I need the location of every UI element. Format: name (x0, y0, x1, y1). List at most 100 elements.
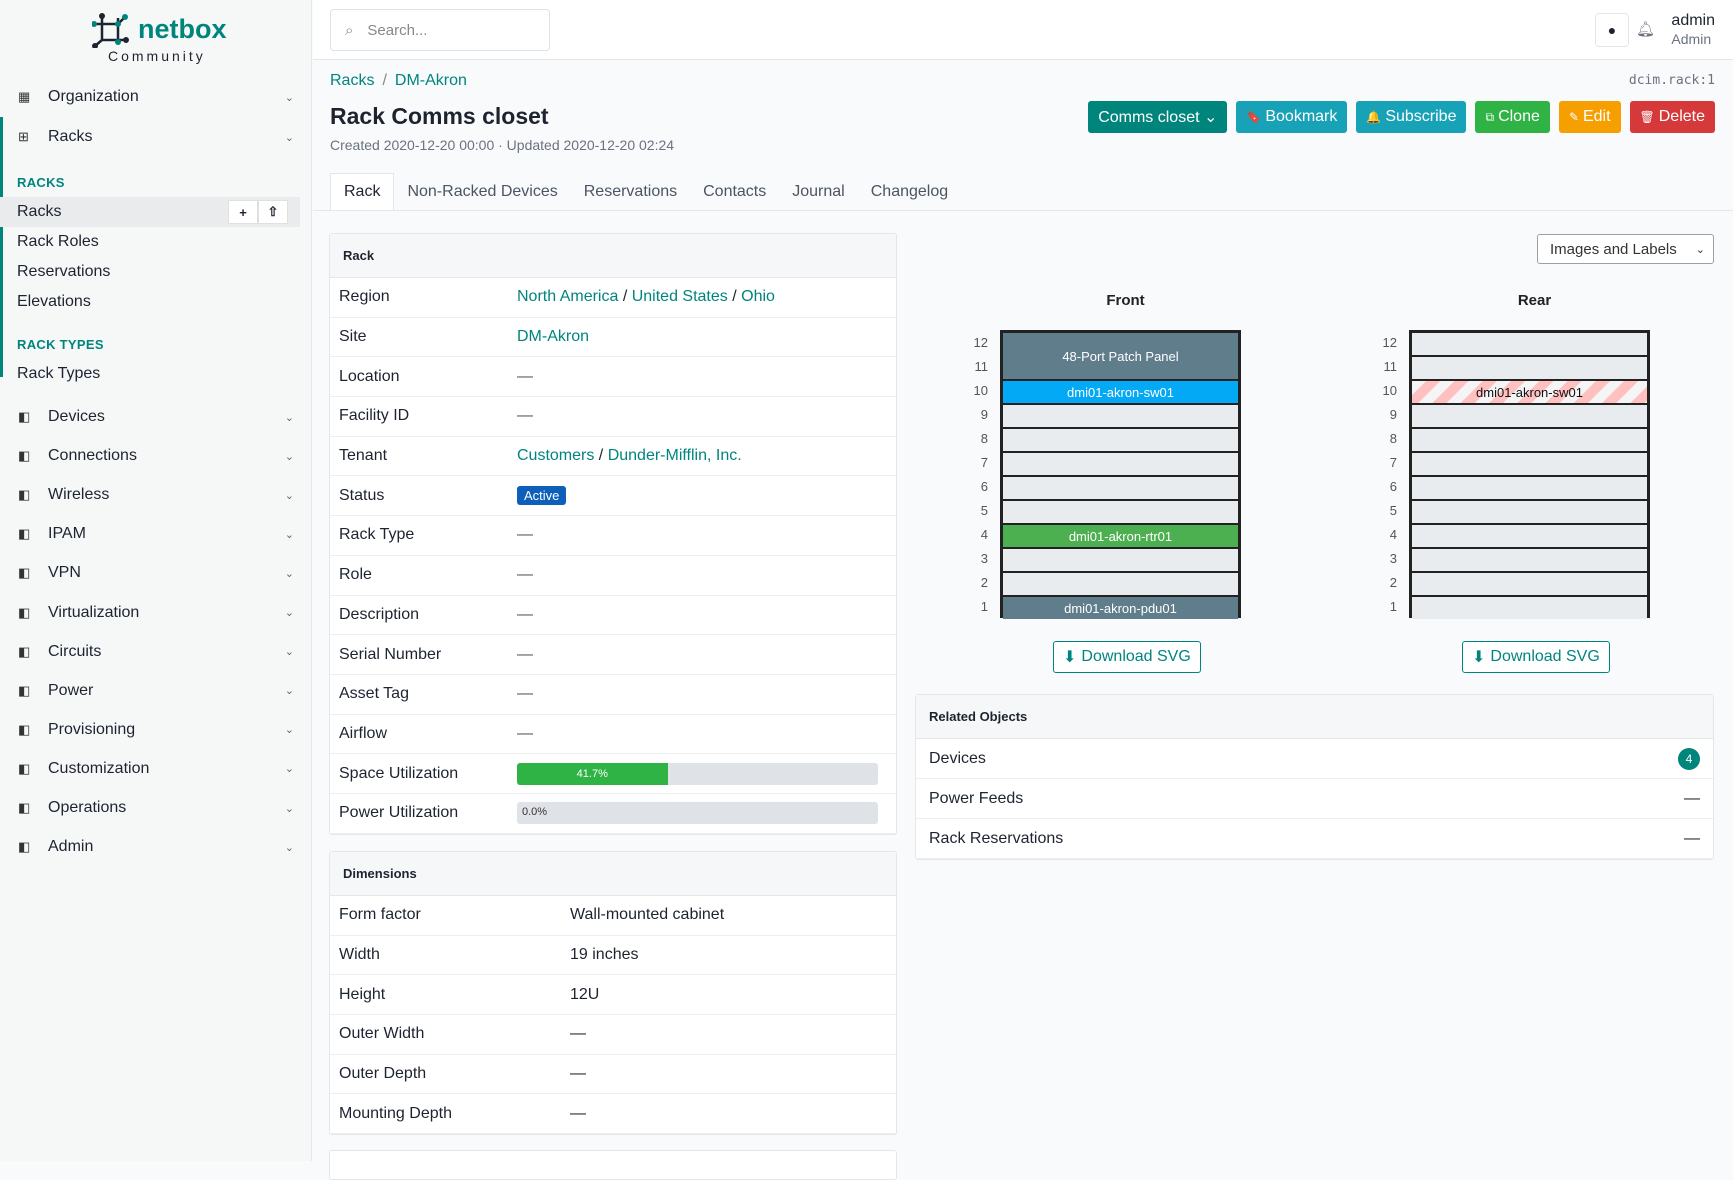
tab-rack[interactable]: Rack (330, 173, 395, 211)
search-input[interactable]: ⌕ Search... (330, 9, 550, 51)
label[interactable]: Rack Reservations (929, 829, 1064, 847)
theme-toggle-button[interactable]: ● (1595, 13, 1629, 47)
empty-value: — (517, 645, 533, 663)
edit-button[interactable]: ✎ Edit (1558, 101, 1621, 133)
field-value: 41.7% (517, 762, 896, 785)
rack-slot (1412, 597, 1647, 619)
building-icon: ▦ (18, 89, 31, 104)
field-value: — (517, 685, 896, 703)
link[interactable]: Customers (517, 447, 595, 465)
device-label[interactable]: dmi01-akron-sw01 (1476, 385, 1583, 400)
file-download-icon: ⬇ (1472, 649, 1486, 666)
tab-contacts[interactable]: Contacts (703, 183, 767, 200)
sidebar-group-devices[interactable]: ◧ Devices ⌄ (0, 400, 312, 434)
sidebar-group-virtualization[interactable]: ◧ Virtualization ⌄ (0, 596, 312, 630)
sidebar-group-operations[interactable]: ◧ Operations ⌄ (0, 791, 312, 825)
rack-slot (1412, 405, 1647, 427)
device-48-Port Patch Panel[interactable] (1003, 333, 1238, 379)
progress-label: 41.7% (576, 767, 608, 780)
unit-label: 3 (981, 551, 988, 566)
label[interactable]: Power Feeds (929, 789, 1024, 807)
device-label[interactable]: dmi01-akron-sw01 (1067, 385, 1174, 400)
elevation-view-select[interactable]: Images and Labels ⌄ (1537, 234, 1714, 264)
sidebar-group-ipam[interactable]: ◧ IPAM ⌄ (0, 517, 312, 551)
sidebar-group-wireless[interactable]: ◧ Wireless ⌄ (0, 478, 312, 512)
rack-slot (1412, 525, 1647, 547)
add-icon[interactable]: + (228, 200, 258, 224)
site-link[interactable]: DM-Akron (517, 328, 590, 346)
chevron-down-icon: ⌄ (284, 802, 294, 815)
netbox-logo[interactable]: netbox Community (92, 12, 227, 68)
breadcrumb-racks[interactable]: Racks (330, 72, 375, 89)
device-dmi01-akron-sw01[interactable] (1412, 381, 1647, 403)
sidebar-group-vpn[interactable]: ◧ VPN ⌄ (0, 556, 312, 590)
device-label[interactable]: 48-Port Patch Panel (1062, 349, 1178, 364)
rack-select-button[interactable]: Comms closet ⌄ (1088, 101, 1228, 133)
dimension-row: Form factor Wall-mounted cabinet (330, 896, 896, 936)
front-elevation: 12 11 10 9 8 7 6 5 4 3 2 1 48-Port Patch Panel dmi01-… (974, 330, 1241, 619)
sidebar-item-racks[interactable]: Racks + ⇧ (0, 197, 300, 227)
field-value: Customers / Dunder-Mifflin, Inc. (517, 447, 896, 465)
unit-label: 9 (981, 407, 988, 422)
link[interactable]: United States (631, 288, 728, 306)
device-dmi01-akron-sw01[interactable] (1003, 381, 1238, 403)
related-power-feeds[interactable]: Power Feeds — (916, 779, 1713, 819)
sidebar-group-customization[interactable]: ◧ Customization ⌄ (0, 752, 312, 786)
sidebar-item-rack-roles[interactable]: Rack Roles (17, 233, 99, 250)
label: Delete (1658, 108, 1705, 125)
rack-row-region: Region North America / United States / Oh… (330, 278, 896, 318)
rack-slot (1412, 477, 1647, 499)
tab-changelog[interactable]: Changelog (870, 183, 949, 200)
download-front-svg-button[interactable]: ⬇ Download SVG (1053, 641, 1201, 673)
device-label[interactable]: dmi01-akron-rtr01 (1069, 529, 1172, 544)
sidebar-group-connections[interactable]: ◧ Connections ⌄ (0, 439, 312, 473)
link[interactable]: Dunder-Mifflin, Inc. (607, 447, 742, 465)
section-rack-types: RACK TYPES (17, 337, 104, 352)
dimension-row: Mounting Depth — (330, 1094, 896, 1135)
delete-button[interactable]: 🗑 Delete (1629, 101, 1715, 133)
unit-label: 10 (974, 383, 988, 398)
import-icon[interactable]: ⇧ (258, 200, 288, 224)
device-label[interactable]: dmi01-akron-pdu01 (1064, 601, 1177, 616)
separator: / (594, 447, 608, 465)
subscribe-button[interactable]: 🔔 Subscribe (1356, 101, 1467, 133)
tab-journal[interactable]: Journal (792, 183, 845, 200)
bookmark-button[interactable]: 🔖 Bookmark (1236, 101, 1348, 133)
rack-row-airflow: Airflow — (330, 715, 896, 755)
notifications-bell-icon[interactable]: 🔔︎ (1635, 21, 1655, 38)
rack-slot (1003, 429, 1238, 451)
pencil-icon: ✎ (1568, 110, 1579, 124)
related-devices[interactable]: Devices 4 (916, 739, 1713, 779)
chevron-down-icon: ⌄ (284, 411, 294, 424)
clone-button[interactable]: ⧉ Clone (1475, 101, 1550, 133)
sidebar-group-racks[interactable]: ⊞ Racks ⌄ (0, 120, 312, 154)
label[interactable]: Devices (929, 749, 986, 767)
label: Organization (48, 88, 139, 105)
download-rear-svg-button[interactable]: ⬇ Download SVG (1462, 641, 1610, 673)
user-menu[interactable]: admin Admin (1671, 12, 1715, 48)
device-dmi01-akron-pdu01[interactable] (1003, 597, 1238, 619)
field-label: Location (339, 367, 400, 385)
rack-slot (1003, 453, 1238, 475)
sidebar-item-elevations[interactable]: Elevations (17, 293, 91, 310)
sidebar-group-provisioning[interactable]: ◧ Provisioning ⌄ (0, 713, 312, 747)
unit-label: 11 (975, 359, 989, 374)
power-icon: ◧ (18, 682, 31, 698)
breadcrumb-site[interactable]: DM-Akron (394, 72, 467, 89)
related-rack-reservations[interactable]: Rack Reservations — (916, 819, 1713, 859)
sidebar-group-admin[interactable]: ◧ Admin ⌄ (0, 830, 312, 864)
sidebar-group-circuits[interactable]: ◧ Circuits ⌄ (0, 635, 312, 669)
link[interactable]: North America (517, 288, 619, 306)
unit-label: 12 (974, 335, 988, 350)
sidebar-item-rack-types[interactable]: Rack Types (17, 365, 101, 382)
link[interactable]: Ohio (741, 288, 775, 306)
device-dmi01-akron-rtr01[interactable] (1003, 525, 1238, 547)
field-value: Active (517, 485, 896, 505)
sidebar-item-reservations[interactable]: Reservations (17, 263, 111, 280)
tab-reservations[interactable]: Reservations (583, 183, 678, 200)
tab-non-racked-devices[interactable]: Non-Racked Devices (407, 183, 558, 200)
rack-slot (1003, 549, 1238, 571)
unit-label: 7 (981, 455, 988, 470)
sidebar-group-organization[interactable]: ▦ Organization ⌄ (0, 80, 312, 114)
sidebar-group-power[interactable]: ◧ Power ⌄ (0, 674, 312, 708)
